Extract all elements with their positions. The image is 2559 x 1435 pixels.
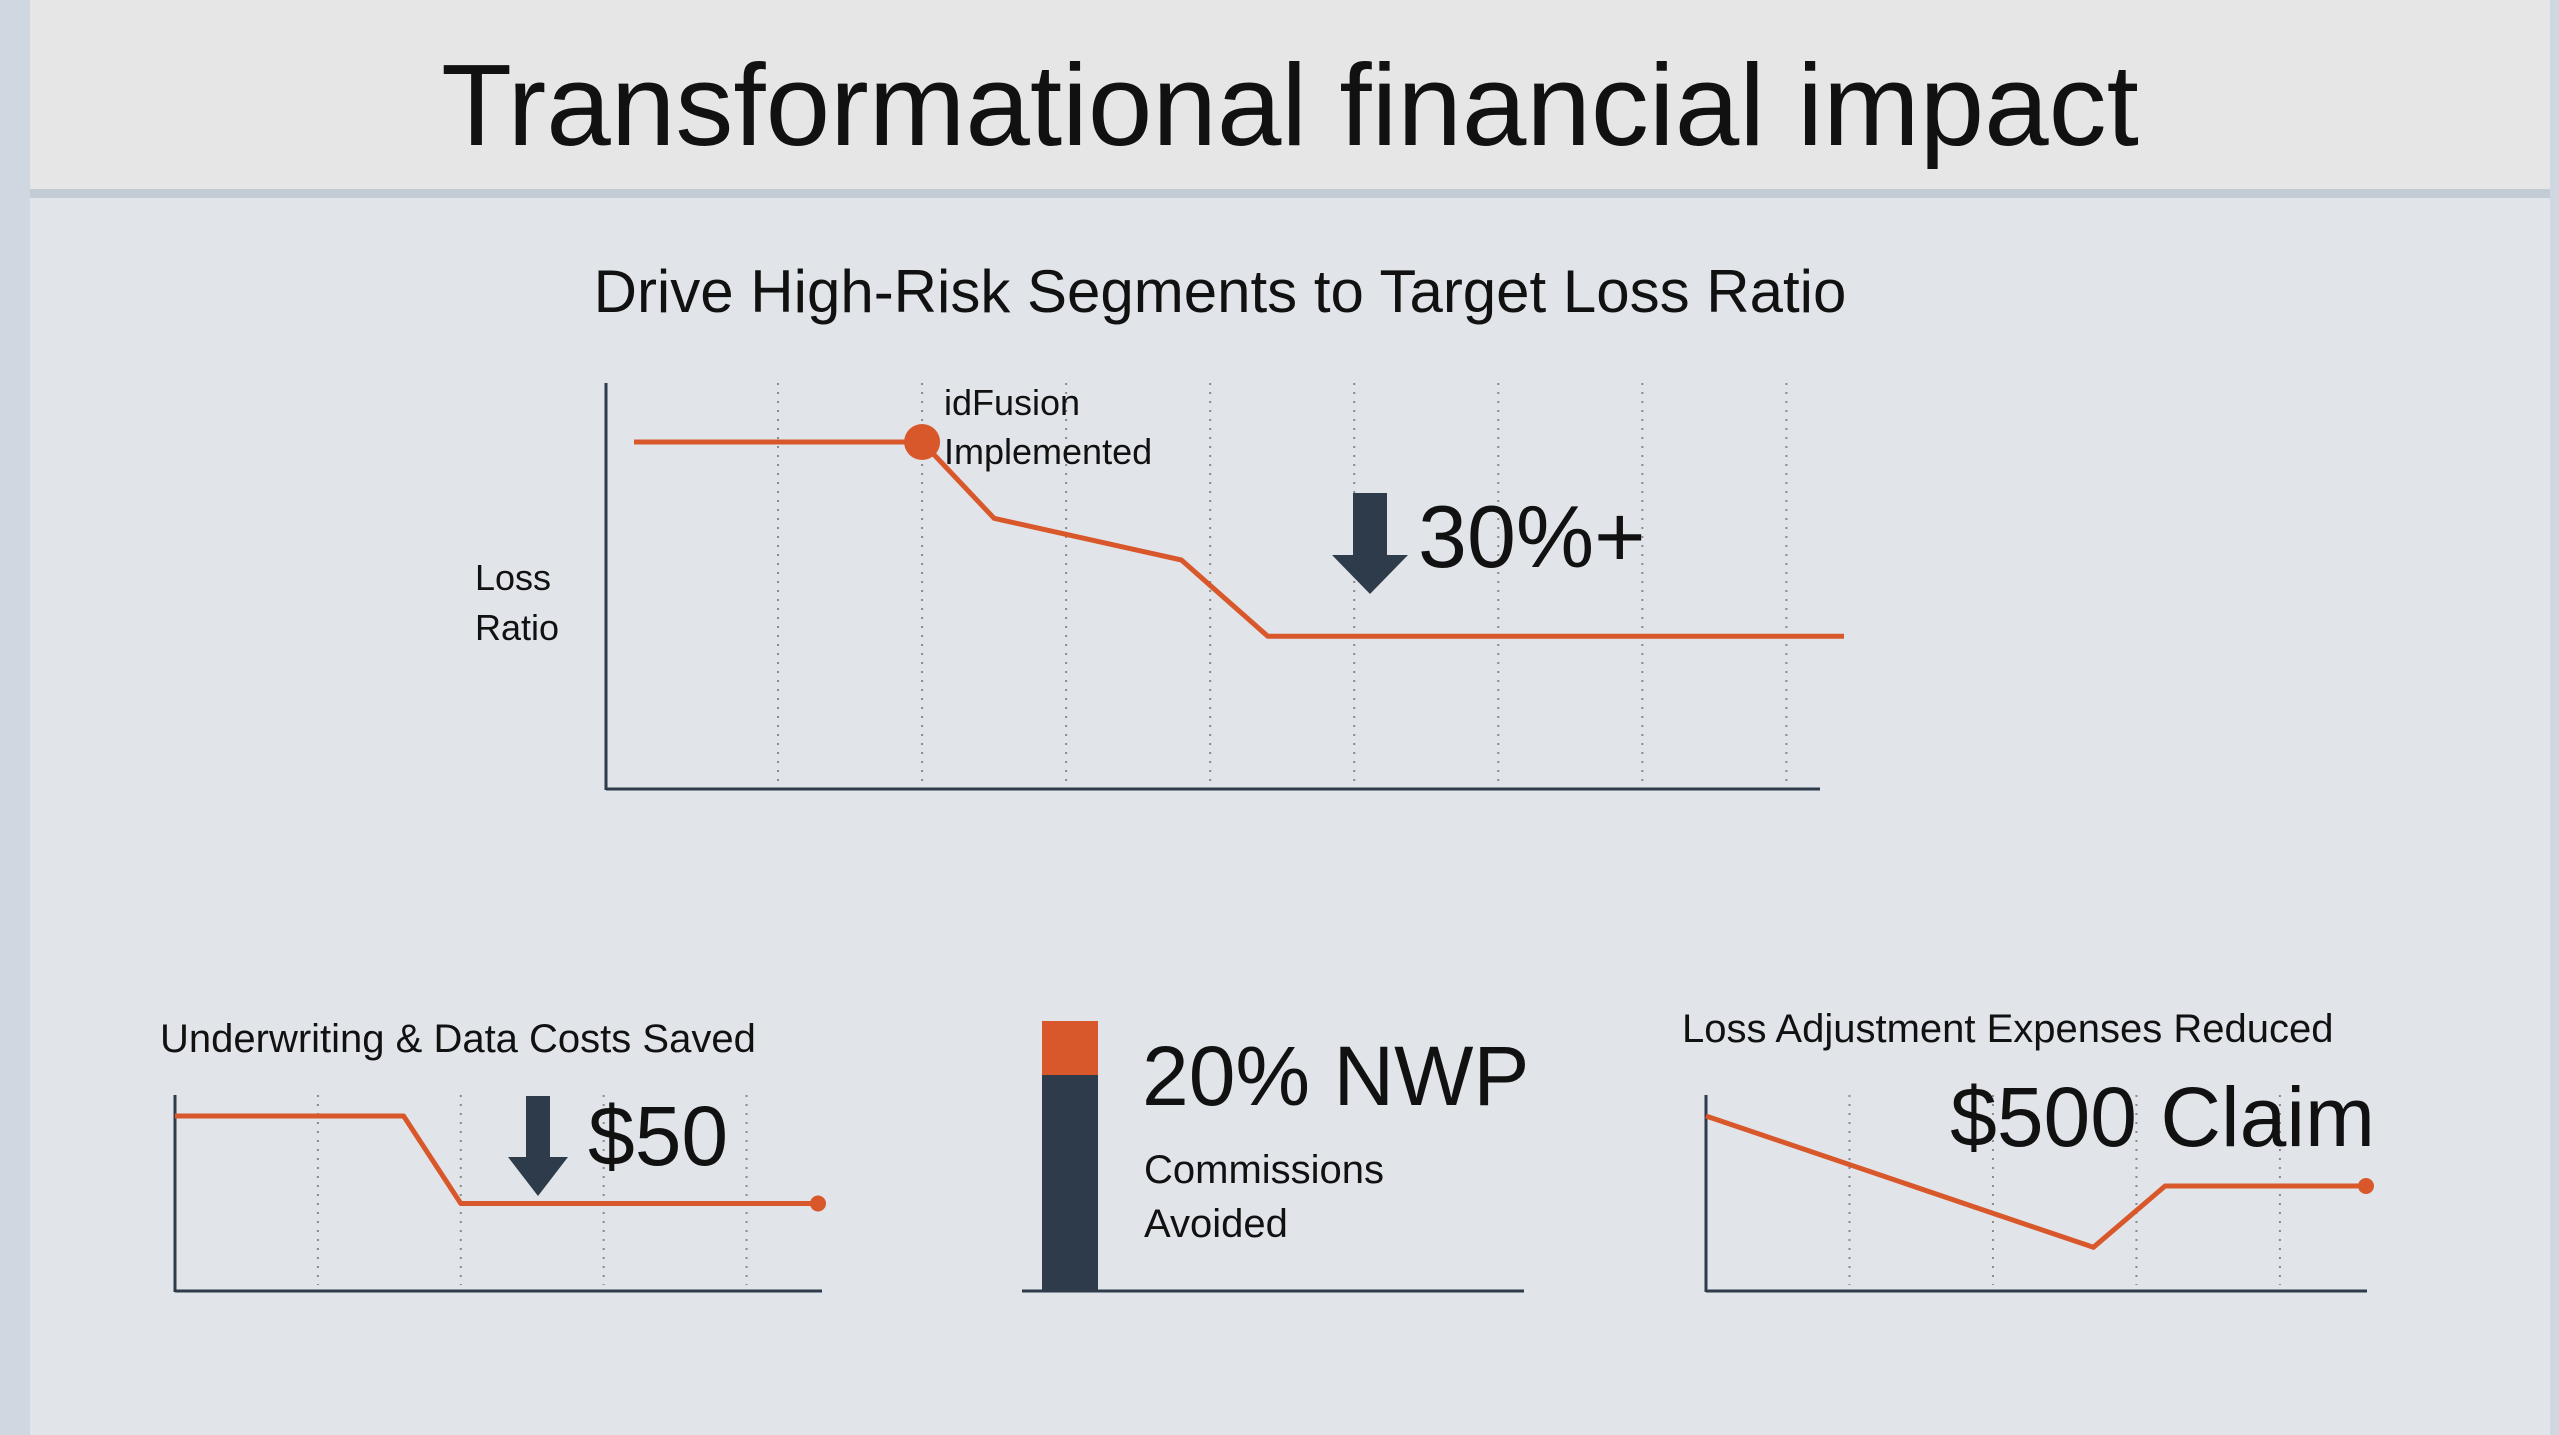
idfusion-implemented-marker — [904, 423, 941, 460]
loss-adjustment-chart-title: Loss Adjustment Expenses Reduced — [1682, 1007, 2334, 1051]
commissions-bar-segment-nwp — [1042, 1021, 1098, 1075]
loss-adjustment-chart-series-line — [1705, 1113, 2366, 1250]
underwriting-chart-end-point — [810, 1195, 826, 1212]
commissions-bar-segment-remainder — [1042, 1075, 1098, 1291]
main-chart: Drive High-Risk Segments to Target Loss … — [475, 258, 1847, 791]
charts-canvas: Drive High-Risk Segments to Target Loss … — [160, 258, 2375, 1293]
underwriting-chart: Underwriting & Data Costs Saved $50 — [160, 1017, 826, 1293]
underwriting-chart-callout: $50 — [588, 1089, 728, 1183]
main-chart-series-line — [634, 439, 1844, 639]
main-chart-ylabel-line-2: Ratio — [475, 607, 559, 648]
marker-label-line-1: idFusion — [944, 382, 1080, 423]
commissions-caption-line-2: Avoided — [1144, 1202, 1288, 1246]
underwriting-chart-series-line — [175, 1113, 818, 1206]
down-arrow-icon — [508, 1096, 568, 1196]
commissions-chart: 20% NWP Commissions Avoided — [1022, 1021, 1529, 1293]
title-bar: Transformational financial impact — [30, 0, 2550, 198]
marker-label-line-2: Implemented — [944, 431, 1152, 472]
loss-adjustment-chart-end-point — [2358, 1178, 2374, 1194]
main-chart-ylabel-line-1: Loss — [475, 557, 551, 598]
loss-adjustment-chart: Loss Adjustment Expenses Reduced $500 Cl… — [1682, 1007, 2375, 1293]
down-arrow-icon — [1332, 493, 1408, 594]
main-chart-title: Drive High-Risk Segments to Target Loss … — [594, 258, 1847, 325]
loss-adjustment-chart-callout: $500 Claim — [1950, 1070, 2375, 1164]
main-chart-callout: 30%+ — [1418, 487, 1646, 586]
page-title: Transformational financial impact — [441, 40, 2139, 170]
commissions-headline: 20% NWP — [1142, 1029, 1529, 1123]
slide: Transformational financial impact Drive … — [30, 0, 2550, 1435]
commissions-caption-line-1: Commissions — [1144, 1148, 1384, 1192]
underwriting-chart-title: Underwriting & Data Costs Saved — [160, 1017, 756, 1061]
